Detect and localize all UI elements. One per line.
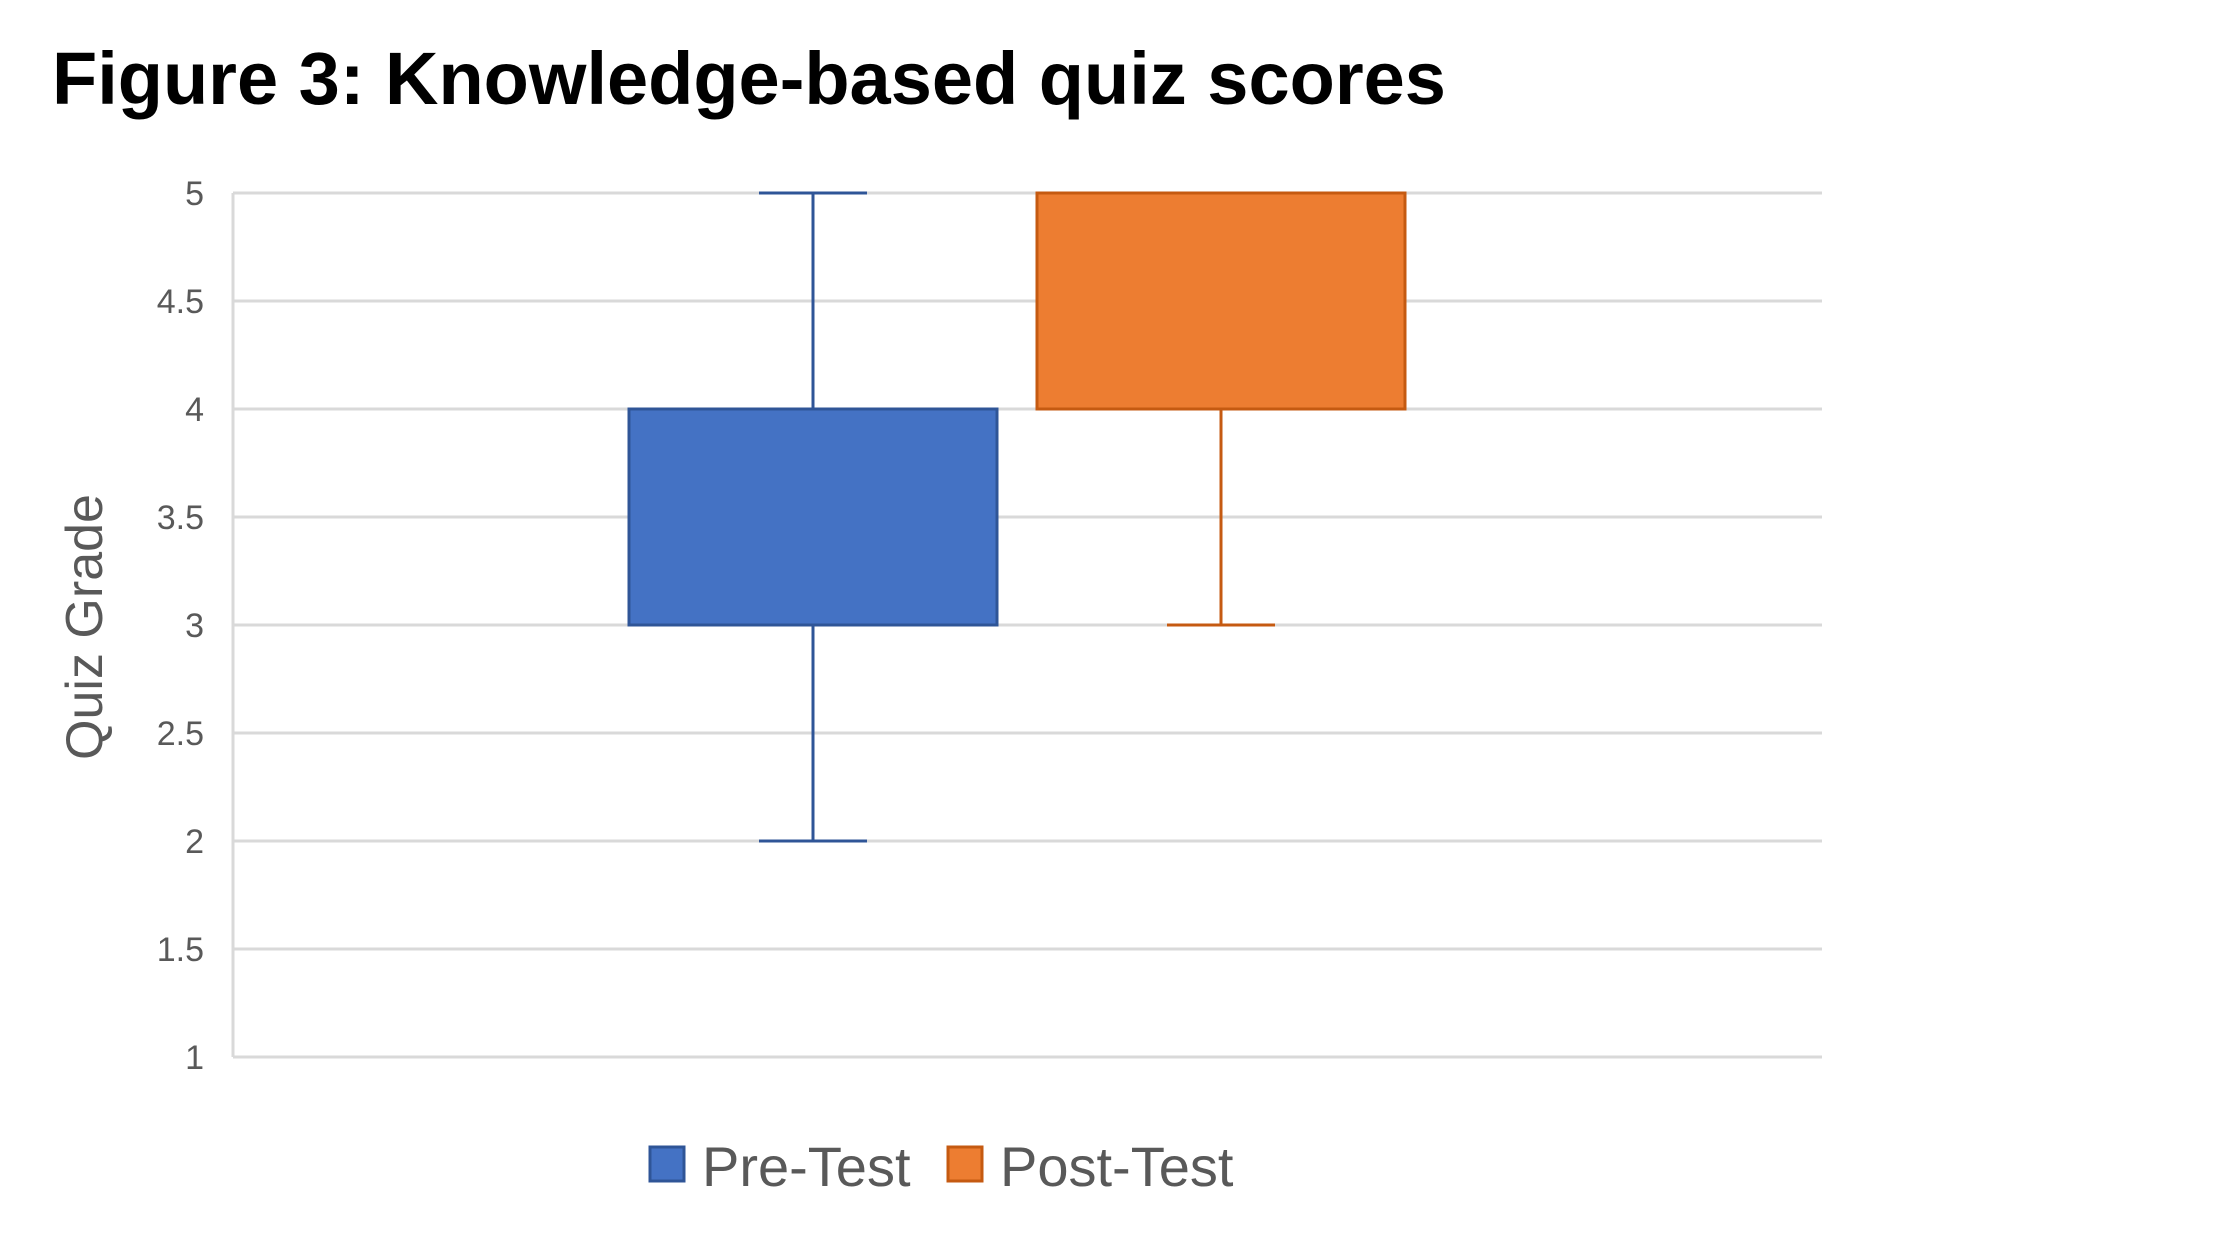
y-tick-label: 3	[185, 607, 204, 645]
legend-label: Pre-Test	[702, 1135, 911, 1198]
legend-label: Post-Test	[1000, 1135, 1234, 1198]
legend-swatch	[946, 1145, 984, 1183]
y-axis-title: Quiz Grade	[56, 494, 114, 760]
y-tick-label: 3.5	[157, 499, 204, 537]
y-tick-label: 5	[185, 175, 204, 213]
legend-swatch	[648, 1145, 686, 1183]
legend-item: Post-Test	[946, 1135, 1234, 1198]
gridlines	[231, 191, 1822, 1059]
box-body	[627, 407, 999, 627]
box-body	[1035, 191, 1407, 411]
y-tick-label: 1.5	[157, 931, 204, 969]
box-plots	[627, 191, 1407, 843]
chart-title: Figure 3: Knowledge-based quiz scores	[52, 37, 1446, 120]
y-tick-label: 4	[185, 391, 204, 429]
box-pre-test	[627, 191, 999, 843]
y-tick-label: 2.5	[157, 715, 204, 753]
y-axis-ticks: 1 1.5 2 2.5 3 3.5 4 4.5 5	[157, 175, 204, 1077]
legend-item: Pre-Test	[648, 1135, 911, 1198]
y-tick-label: 1	[185, 1039, 204, 1077]
box-post-test	[1035, 191, 1407, 627]
y-tick-label: 4.5	[157, 283, 204, 321]
legend: Pre-Test Post-Test	[648, 1135, 1234, 1198]
y-tick-label: 2	[185, 823, 204, 861]
